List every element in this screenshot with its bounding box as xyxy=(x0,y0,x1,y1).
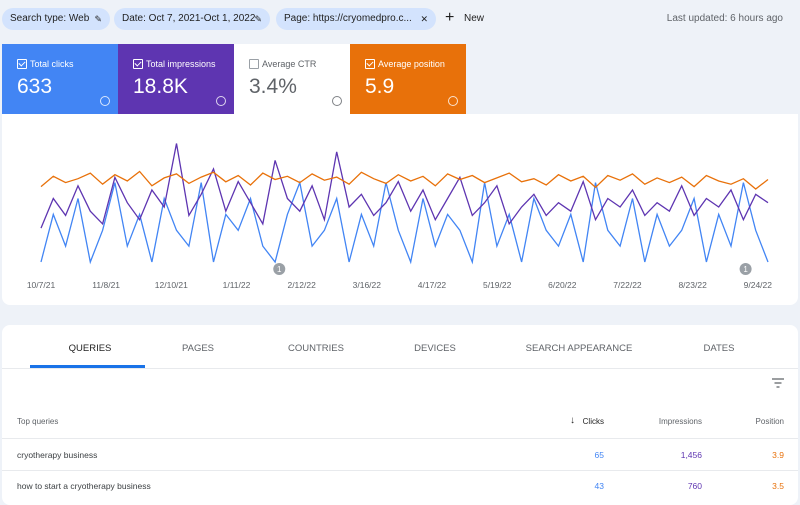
filter-text: Date: Oct 7, 2021-Oct 1, 2022 xyxy=(122,13,255,24)
metric-label: Average position xyxy=(378,59,445,69)
tab[interactable]: COUNTRIES xyxy=(288,343,344,354)
filter-icon[interactable] xyxy=(771,377,785,389)
filter-chip[interactable]: Date: Oct 7, 2021-Oct 1, 2022✎ xyxy=(114,8,270,30)
tab[interactable]: DATES xyxy=(704,343,735,354)
checkbox[interactable] xyxy=(249,59,259,69)
chip-icon: ✎ xyxy=(254,8,262,30)
check-mark xyxy=(18,59,25,66)
x-tick-label: 10/7/21 xyxy=(27,280,56,290)
x-tick-label: 2/12/22 xyxy=(287,280,316,290)
page: Search type: Web✎Date: Oct 7, 2021-Oct 1… xyxy=(0,0,800,494)
metric-cell: 760 xyxy=(688,481,702,491)
metric-label: Total clicks xyxy=(30,59,74,69)
series-line xyxy=(41,172,768,190)
filter-chip[interactable]: Search type: Web ✎ xyxy=(2,8,110,30)
x-tick-label: 9/24/22 xyxy=(744,280,773,290)
annotation[interactable]: 1 xyxy=(273,263,285,275)
metric-label: Total impressions xyxy=(146,59,216,69)
metric-value: 3.4% xyxy=(249,75,297,99)
tab[interactable]: PAGES xyxy=(182,343,214,354)
column-header[interactable]: Clicks xyxy=(583,417,604,426)
metric-cell: 65 xyxy=(595,450,604,460)
annotation-label: 1 xyxy=(743,265,748,274)
last-updated: Last updated: 6 hours ago xyxy=(667,13,783,24)
chart: 10/7/21 11/8/21 12/10/21 1/11/22 2/12/22 3/16… xyxy=(2,114,798,305)
checkbox[interactable] xyxy=(133,59,143,69)
metric-card[interactable]: Average position 5.9 xyxy=(350,44,466,114)
help-icon[interactable] xyxy=(100,96,110,106)
table-panel: ↓ QUERIES PAGES COUNTRIES DEVICES SEARCH APP… xyxy=(2,325,798,505)
tab[interactable]: SEARCH APPEARANCE xyxy=(526,343,633,354)
column-header: Top queries xyxy=(17,417,58,426)
checkbox[interactable] xyxy=(365,59,375,69)
x-tick-label: 3/16/22 xyxy=(353,280,382,290)
metric-card[interactable]: Total clicks 633 xyxy=(2,44,118,114)
metric-cell: 43 xyxy=(595,481,604,491)
x-tick-label: 5/19/22 xyxy=(483,280,512,290)
metric-cell: 1,456 xyxy=(681,450,702,460)
check-mark xyxy=(366,59,373,66)
x-tick-label: 11/8/21 xyxy=(92,280,120,290)
x-tick-label: 12/10/21 xyxy=(155,280,188,290)
chip-icon: ✎ xyxy=(94,8,102,30)
metric-cell: 3.9 xyxy=(772,450,784,460)
plus-icon[interactable]: + xyxy=(445,10,454,26)
x-tick-label: 4/17/22 xyxy=(418,280,447,290)
tab[interactable]: DEVICES xyxy=(414,343,456,354)
series-line xyxy=(41,144,768,229)
x-tick-label: 1/11/22 xyxy=(223,280,251,290)
annotation[interactable]: 1 xyxy=(740,263,752,275)
check-mark xyxy=(134,59,141,66)
filter-text: Page: https://cryomedpro.c... xyxy=(284,13,412,24)
query-cell[interactable]: how to start a cryotherapy business xyxy=(17,481,151,491)
help-icon[interactable] xyxy=(216,96,226,106)
metric-value: 633 xyxy=(17,75,52,99)
annotation-label: 1 xyxy=(277,265,282,274)
metric-value: 18.8K xyxy=(133,75,188,99)
checkbox[interactable] xyxy=(17,59,27,69)
x-tick-label: 6/20/22 xyxy=(548,280,577,290)
tab[interactable]: QUERIES xyxy=(69,343,112,354)
sort-arrow: ↓ xyxy=(570,415,575,426)
column-header[interactable]: Position xyxy=(756,417,784,426)
chip-icon: ✕ xyxy=(420,8,428,30)
metric-cell: 3.5 xyxy=(772,481,784,491)
metric-card[interactable]: Average CTR 3.4% xyxy=(234,44,350,114)
tab-underline xyxy=(30,365,145,368)
help-icon[interactable] xyxy=(448,96,458,106)
filter-chip[interactable]: Page: https://cryomedpro.c... ✕ xyxy=(276,8,436,30)
filter-text: Search type: Web xyxy=(10,13,89,24)
help-icon[interactable] xyxy=(332,96,342,106)
new-button[interactable]: New xyxy=(464,13,484,24)
column-header[interactable]: Impressions xyxy=(659,417,702,426)
metric-card[interactable]: Total impressions 18.8K xyxy=(118,44,234,114)
x-tick-label: 8/23/22 xyxy=(678,280,707,290)
metric-value: 5.9 xyxy=(365,75,394,99)
query-cell[interactable]: cryotherapy business xyxy=(17,450,97,460)
chart-panel: 10/7/21 11/8/21 12/10/21 1/11/22 2/12/22 3/16… xyxy=(2,114,798,305)
metric-label: Average CTR xyxy=(262,59,316,69)
x-tick-label: 7/22/22 xyxy=(613,280,642,290)
